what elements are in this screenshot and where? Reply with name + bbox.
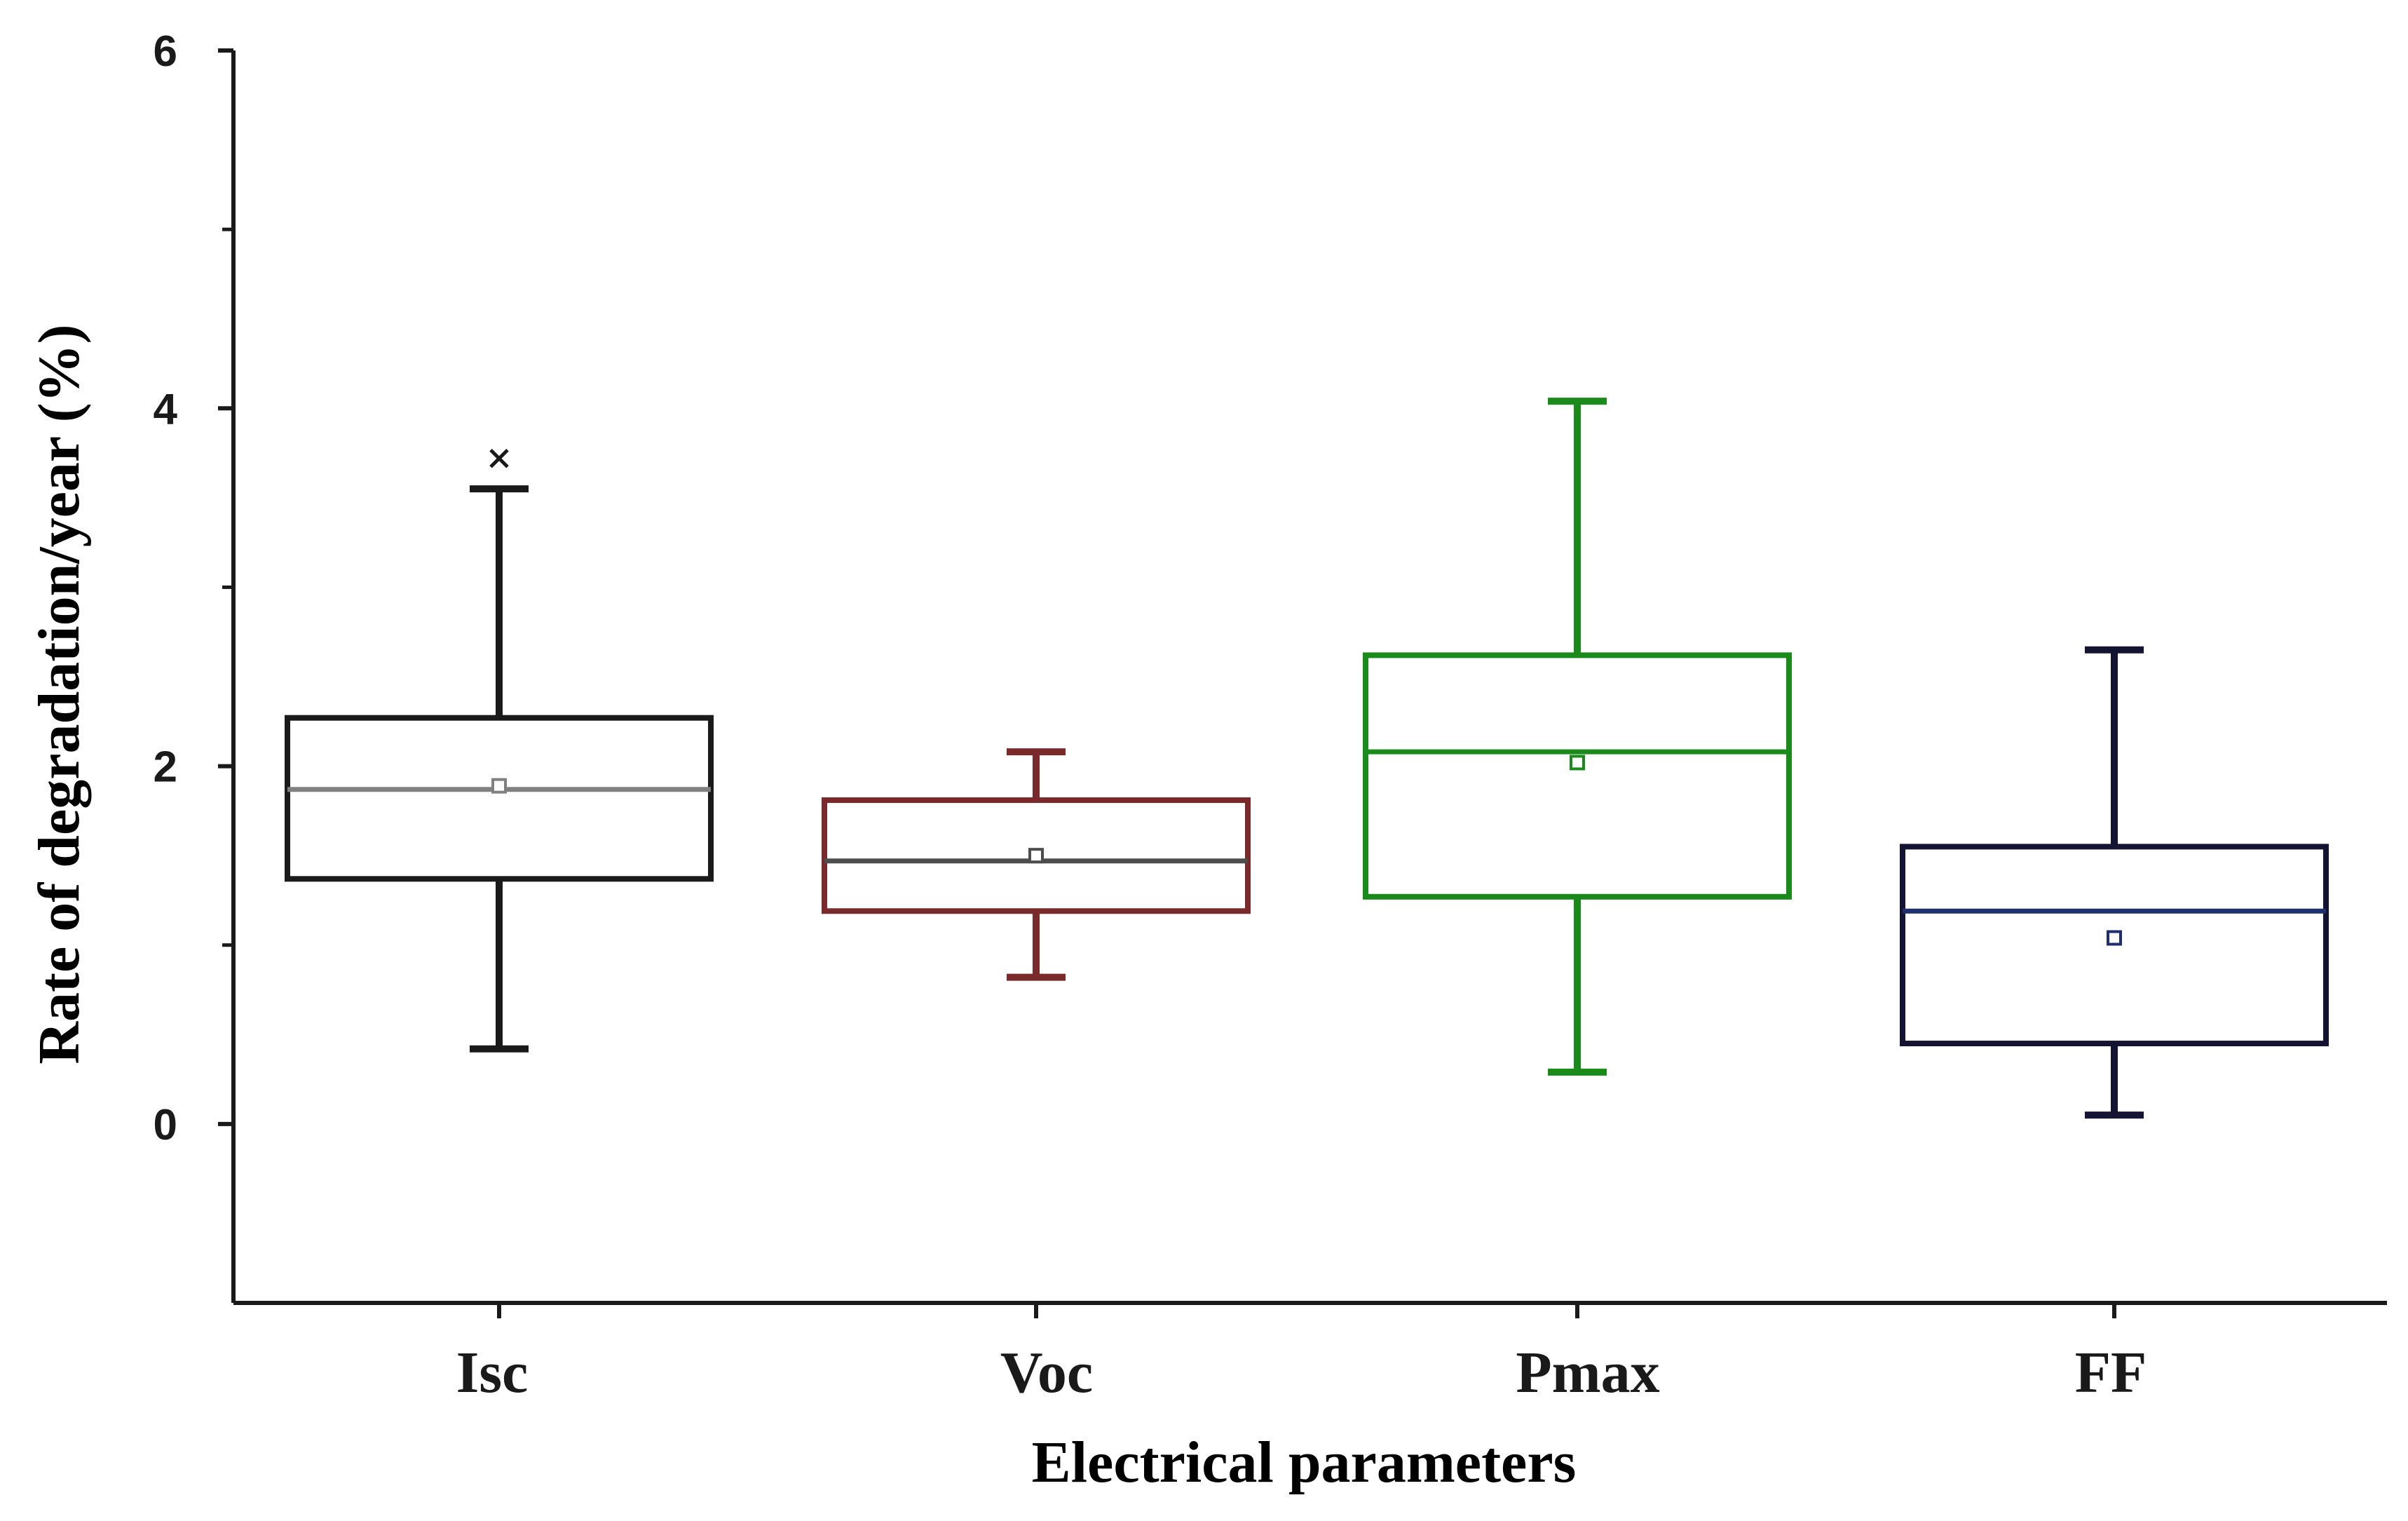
y-tick-label: 0 xyxy=(154,1101,177,1149)
axes: 0 2 4 6 Isc Voc Pmax FF xyxy=(154,27,2387,1405)
x-axis-title: Electrical parameters xyxy=(1032,1430,1577,1495)
box-ff xyxy=(1900,646,2329,1119)
x-axis-ticks: Isc Voc Pmax FF xyxy=(456,1303,2147,1405)
x-tick-label-ff: FF xyxy=(2075,1340,2147,1405)
y-tick-label: 2 xyxy=(154,743,177,792)
y-axis-title: Rate of degradation/year (%) xyxy=(27,324,92,1064)
y-axis-ticks: 0 2 4 6 xyxy=(154,27,233,1149)
x-tick-label-voc: Voc xyxy=(1000,1340,1093,1405)
boxes xyxy=(285,398,2329,1119)
box-iqr xyxy=(1363,652,1792,900)
box-isc xyxy=(285,448,714,1053)
y-tick-label: 6 xyxy=(154,27,177,76)
x-tick-label-pmax: Pmax xyxy=(1516,1340,1659,1405)
box-pmax xyxy=(1363,398,1792,1076)
mean-marker xyxy=(491,778,507,794)
y-tick-label: 4 xyxy=(154,385,178,433)
mean-marker xyxy=(1570,755,1585,771)
mean-marker xyxy=(1028,848,1044,864)
outlier-marker xyxy=(489,448,509,468)
box-iqr xyxy=(285,715,714,882)
box-voc xyxy=(822,748,1251,981)
x-tick-label-isc: Isc xyxy=(456,1340,529,1405)
mean-marker xyxy=(2107,930,2122,946)
